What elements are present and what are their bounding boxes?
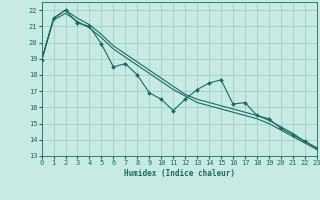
X-axis label: Humidex (Indice chaleur): Humidex (Indice chaleur): [124, 169, 235, 178]
